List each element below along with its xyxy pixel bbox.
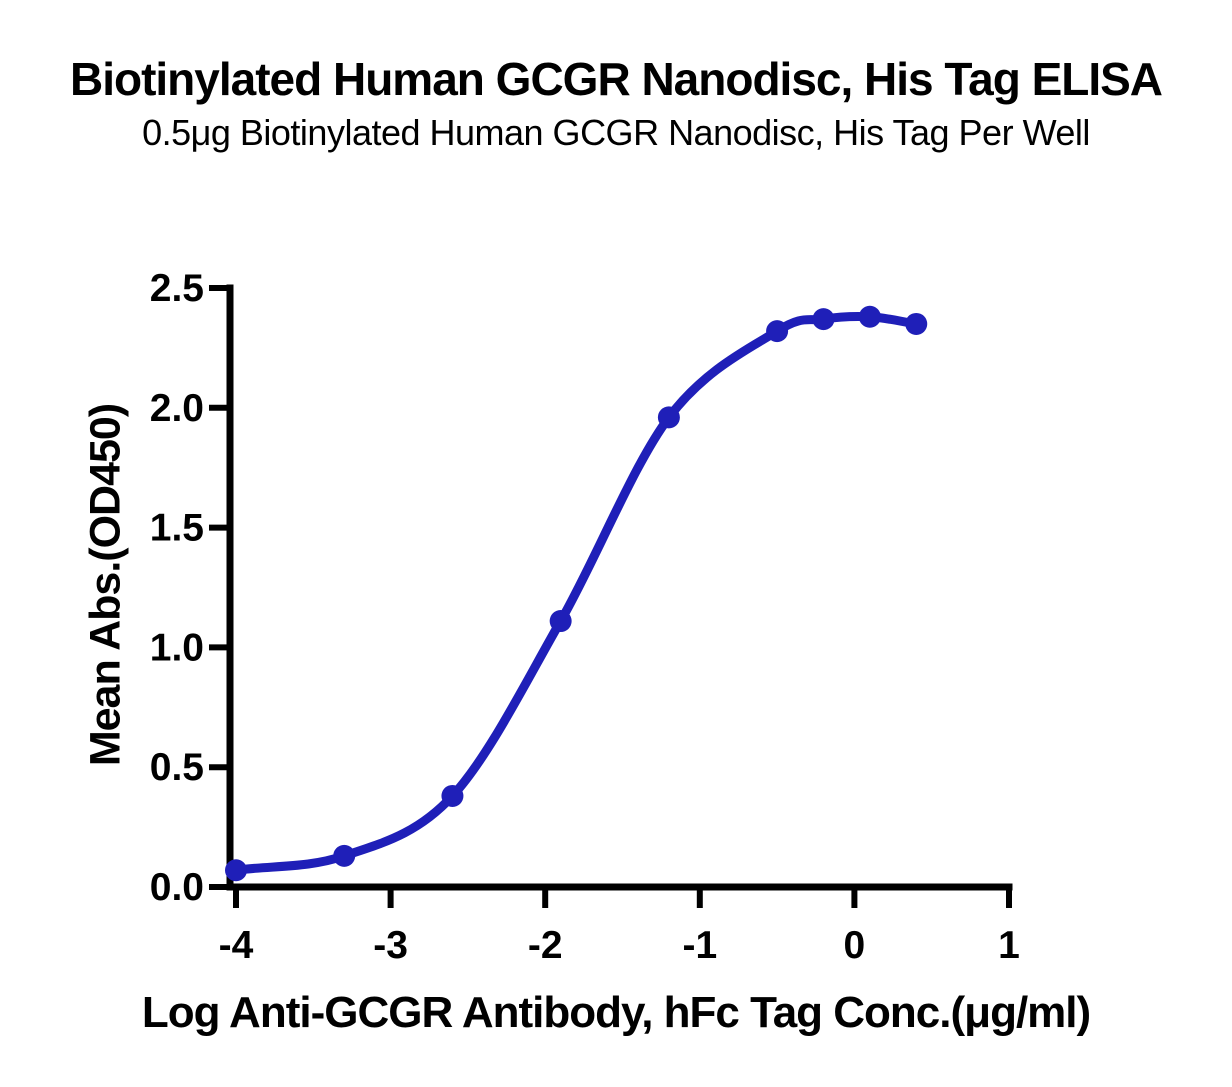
x-tick-label: -2 [528,924,563,967]
dose-response-curve [231,311,921,875]
y-tick-label: 0.0 [150,866,204,909]
chart-title: Biotinylated Human GCGR Nanodisc, His Ta… [69,53,1163,105]
x-tick-label: -1 [682,924,717,967]
data-point [333,844,356,867]
x-tick-label: -3 [373,924,408,967]
x-tick-label: 0 [844,924,866,967]
y-tick-label: 1.0 [150,626,204,669]
data-point [812,308,835,331]
data-point [657,406,680,429]
data-point [905,312,928,335]
data-point [766,320,789,343]
x-axis-label: Log Anti-GCGR Antibody, hFc Tag Conc.(μg… [141,988,1091,1037]
x-tick-label: 1 [998,924,1020,967]
data-point [441,784,464,807]
x-tick-label: -4 [219,924,254,967]
y-tick-label: 0.5 [150,746,204,789]
y-tick-label: 1.5 [150,507,204,550]
data-point [549,610,572,633]
chart-subtitle: 0.5μg Biotinylated Human GCGR Nanodisc, … [142,112,1090,153]
data-point [225,859,247,882]
y-tick-label: 2.5 [150,267,204,310]
y-tick-label: 2.0 [150,387,204,430]
data-point [858,305,881,328]
